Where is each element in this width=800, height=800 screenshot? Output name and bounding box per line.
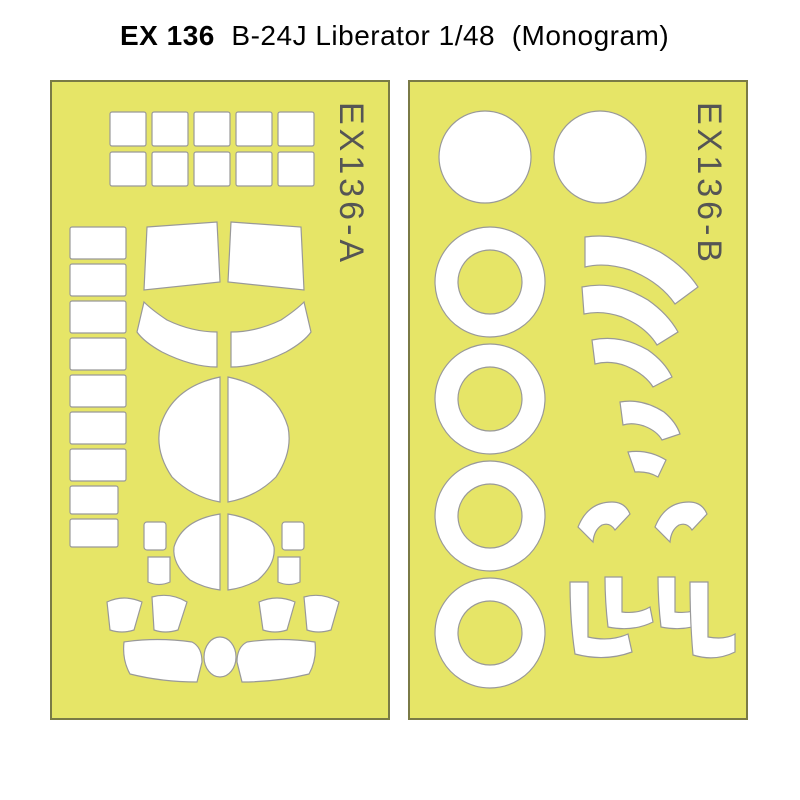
sheet-b: EX136-B	[408, 80, 748, 720]
lower-hooks	[570, 502, 735, 658]
left-column	[70, 227, 126, 547]
sheet-a: EX136-A	[50, 80, 390, 720]
product-name: B-24J Liberator 1/48	[231, 20, 495, 51]
windscreen-upper	[144, 222, 304, 290]
mask-sheets: EX136-A	[50, 80, 748, 720]
top-grid	[110, 112, 314, 186]
sheet-a-svg	[52, 82, 392, 722]
center-dome	[159, 377, 289, 590]
bottom-fan	[107, 595, 339, 682]
product-title: EX 136 B-24J Liberator 1/48 (Monogram)	[120, 20, 669, 52]
top-circles	[439, 111, 646, 203]
right-strips	[582, 236, 698, 477]
curved-arcs	[137, 302, 311, 367]
rings	[435, 227, 545, 688]
small-shapes	[144, 522, 304, 585]
product-code: EX 136	[120, 20, 215, 51]
sheet-b-svg	[410, 82, 750, 722]
manufacturer: (Monogram)	[512, 20, 669, 51]
